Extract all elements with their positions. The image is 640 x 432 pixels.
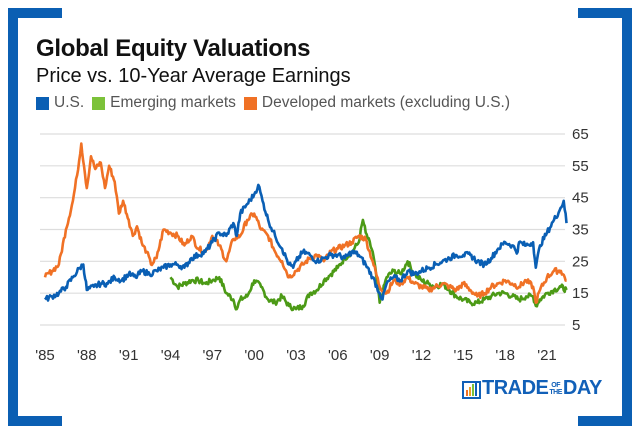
chart-subtitle: Price vs. 10-Year Average Earnings [36, 65, 351, 87]
frame-bracket-bottom-left-h [8, 416, 62, 426]
legend-swatch-emerging [92, 96, 106, 110]
x-tick-label: '88 [77, 347, 97, 364]
series-lines [43, 142, 568, 312]
y-tick-label: 25 [572, 253, 589, 270]
frame-bracket-top-left-h [8, 8, 62, 18]
x-axis-ticks: '85 '88 '91 '94 '97 '00 '03 '06 '09 '12 '15 '18 '21 [35, 347, 557, 364]
frame-bracket-top-right-h [578, 8, 632, 18]
logo-text-trade: TRADE [482, 377, 549, 399]
bar-chart-logo-icon [462, 380, 481, 399]
x-tick-label: '06 [328, 347, 348, 364]
y-tick-label: 5 [572, 317, 580, 334]
legend-label-us: U.S. [54, 94, 85, 111]
logo-text-of: OF [551, 381, 560, 389]
x-tick-label: '91 [119, 347, 139, 364]
x-tick-label: '85 [35, 347, 55, 364]
y-tick-label: 65 [572, 126, 589, 143]
legend-item-us: U.S. [36, 94, 84, 112]
y-tick-label: 55 [572, 158, 589, 175]
legend-swatch-us [36, 96, 49, 110]
frame-bracket-bottom-right-h [578, 416, 632, 426]
legend-label-emerging: Emerging markets [110, 94, 236, 111]
x-tick-label: '97 [203, 347, 223, 364]
legend-item-developed: Developed markets (excluding U.S.) [243, 94, 511, 112]
series-line-us [44, 183, 568, 302]
logo-text: TRADE OF THE DAY [482, 377, 602, 400]
x-tick-label: '15 [454, 347, 474, 364]
frame-bracket-top-right-v [622, 8, 632, 426]
x-tick-label: '12 [412, 347, 432, 364]
x-tick-label: '09 [370, 347, 390, 364]
trade-of-the-day-logo: TRADE OF THE DAY [462, 377, 602, 400]
y-tick-label: 35 [572, 222, 589, 239]
legend-swatch-developed [243, 96, 257, 110]
y-tick-label: 45 [572, 190, 589, 207]
frame-bracket-top-left-v [8, 8, 18, 426]
y-axis-ticks: 65 55 45 35 25 15 5 [572, 126, 589, 334]
x-tick-label: '18 [495, 347, 515, 364]
x-tick-label: '21 [537, 347, 557, 364]
y-tick-label: 15 [572, 285, 589, 302]
legend: U.S. Emerging markets Developed markets … [36, 94, 518, 112]
logo-text-the: THE [549, 388, 562, 396]
logo-text-of-the: OF THE [549, 382, 562, 396]
x-tick-label: '03 [286, 347, 306, 364]
x-tick-label: '00 [244, 347, 264, 364]
chart-title: Global Equity Valuations [36, 35, 311, 62]
x-tick-label: '94 [161, 347, 181, 364]
series-line-em [169, 218, 568, 312]
legend-item-emerging: Emerging markets [92, 94, 236, 112]
series-line-dev [43, 142, 567, 305]
legend-label-developed: Developed markets (excluding U.S.) [261, 94, 511, 111]
logo-text-day: DAY [562, 377, 602, 399]
